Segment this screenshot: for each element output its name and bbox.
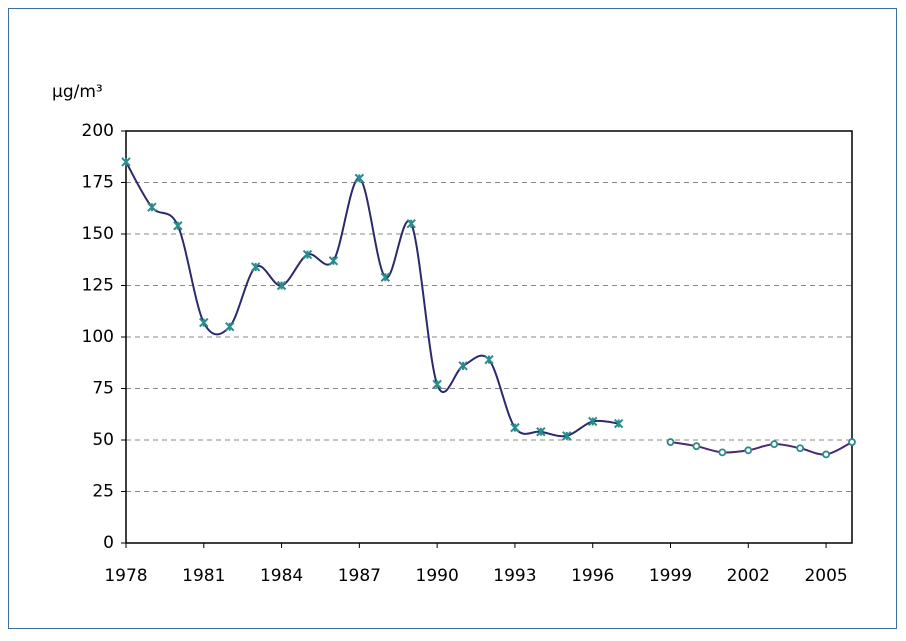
marker <box>613 418 624 429</box>
marker <box>666 438 675 446</box>
marker <box>354 173 365 184</box>
marker <box>562 431 572 441</box>
x-tick-label: 1999 <box>649 566 692 586</box>
y-tick-label: 150 <box>82 224 114 244</box>
y-tick-label: 125 <box>82 276 114 296</box>
y-tick-label: 0 <box>103 533 114 553</box>
y-tick-label: 75 <box>92 379 114 399</box>
marker <box>718 448 727 457</box>
marker <box>147 202 157 212</box>
x-tick-label: 1984 <box>260 566 303 586</box>
marker <box>328 256 339 266</box>
marker <box>276 280 287 291</box>
marker <box>250 262 261 272</box>
marker <box>692 442 701 451</box>
x-tick-label: 1978 <box>104 566 147 586</box>
marker <box>199 317 209 328</box>
marker <box>380 272 390 282</box>
frame <box>8 8 897 629</box>
x-tick-label: 1993 <box>493 566 536 586</box>
marker <box>536 427 546 437</box>
x-tick-label: 2002 <box>727 566 770 586</box>
marker <box>770 440 779 449</box>
line <box>125 161 619 438</box>
marker <box>458 361 468 371</box>
marker <box>796 444 805 453</box>
marker <box>432 379 442 390</box>
y-tick-label: 100 <box>82 327 114 347</box>
marker <box>225 321 235 332</box>
x-tick-label: 1987 <box>338 566 381 586</box>
marker <box>121 157 131 167</box>
y-tick-label: 25 <box>92 482 114 502</box>
x-tick-label: 1996 <box>571 566 614 586</box>
marker <box>484 354 494 365</box>
y-tick-label: 50 <box>92 430 114 450</box>
y-tick-label: 175 <box>82 173 114 193</box>
marker <box>822 450 830 459</box>
marker <box>406 218 416 229</box>
x-tick-label: 2005 <box>804 566 847 586</box>
x-tick-label: 1990 <box>416 566 459 586</box>
marker <box>510 422 520 433</box>
marker <box>848 438 856 446</box>
x-tick-label: 1981 <box>182 566 225 586</box>
plot-area <box>125 130 853 544</box>
marker <box>744 446 753 455</box>
marker <box>588 416 598 427</box>
y-tick-label: 200 <box>82 121 114 141</box>
y-axis-label: µg/m³ <box>52 82 103 102</box>
marker <box>302 249 313 260</box>
marker <box>173 221 183 231</box>
